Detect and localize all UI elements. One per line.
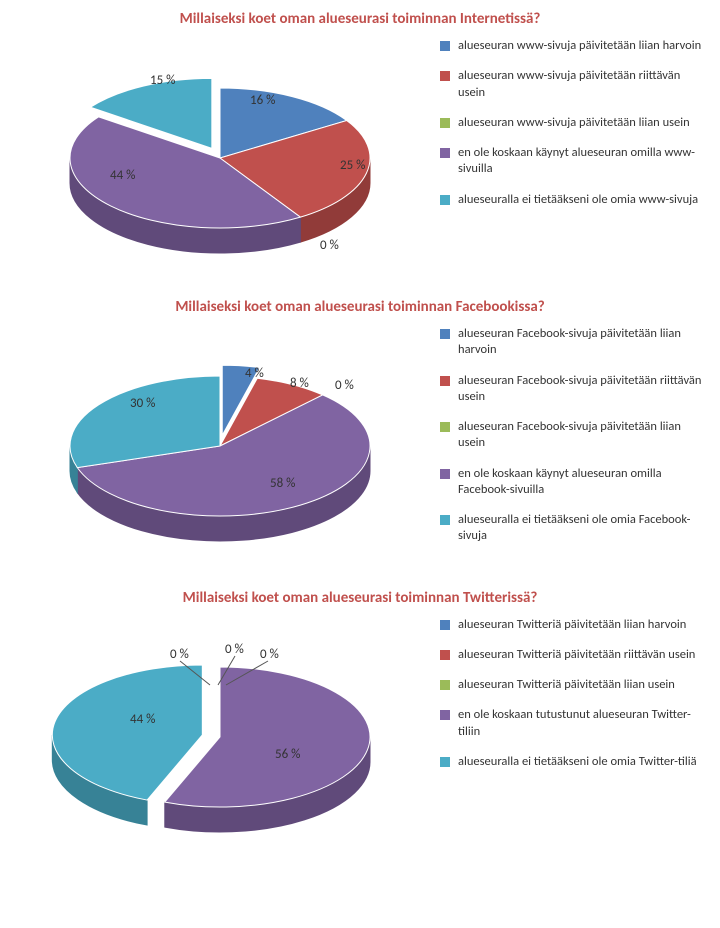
legend-text: alueseuran Twitteriä päivitetään liian h…: [458, 617, 686, 633]
pie-chart: 4 % 8 % 0 % 58 % 30 %: [10, 326, 430, 556]
slice-label: 0 %: [225, 642, 244, 657]
pie-chart: 0 % 0 % 0 % 56 % 44 %: [10, 617, 430, 847]
legend-swatch: [440, 376, 450, 386]
slice-label: 44 %: [130, 712, 155, 727]
legend-item: alueseuran Facebook-sivuja päivitetään r…: [440, 373, 710, 406]
legend-swatch: [440, 329, 450, 339]
legend-text: alueseuran www-sivuja päivitetään liian …: [458, 38, 701, 54]
legend-item: alueseuran Twitteriä päivitetään liian u…: [440, 677, 710, 693]
legend: alueseuran Twitteriä päivitetään liian h…: [430, 617, 710, 785]
slice-label: 58 %: [270, 476, 295, 491]
legend-swatch: [440, 757, 450, 767]
chart-title: Millaiseksi koet oman alueseurasi toimin…: [10, 298, 710, 316]
legend-swatch: [440, 71, 450, 81]
legend-text: en ole koskaan käynyt alueseuran omilla …: [458, 466, 710, 499]
legend-item: alueseuran www-sivuja päivitetään liian …: [440, 38, 710, 54]
legend-item: alueseuralla ei tietääkseni ole omia Twi…: [440, 754, 710, 770]
legend-text: alueseuran www-sivuja päivitetään riittä…: [458, 68, 710, 101]
chart-block: Millaiseksi koet oman alueseurasi toimin…: [10, 10, 710, 268]
legend-text: en ole koskaan käynyt alueseuran omilla …: [458, 145, 710, 178]
legend-item: alueseuralla ei tietääkseni ole omia Fac…: [440, 512, 710, 545]
slice-label: 15 %: [150, 73, 175, 88]
chart-block: Millaiseksi koet oman alueseurasi toimin…: [10, 589, 710, 847]
legend-text: alueseuralla ei tietääkseni ole omia www…: [458, 192, 698, 208]
legend: alueseuran Facebook-sivuja päivitetään l…: [430, 326, 710, 559]
legend-item: en ole koskaan tutustunut alueseuran Twi…: [440, 707, 710, 740]
slice-label: 8 %: [290, 376, 309, 391]
legend-swatch: [440, 710, 450, 720]
legend-swatch: [440, 620, 450, 630]
chart-title: Millaiseksi koet oman alueseurasi toimin…: [10, 589, 710, 607]
legend-text: alueseuralla ei tietääkseni ole omia Twi…: [458, 754, 697, 770]
chart-block: Millaiseksi koet oman alueseurasi toimin…: [10, 298, 710, 559]
slice-label: 0 %: [260, 647, 279, 662]
chart-body: 4 % 8 % 0 % 58 % 30 % alueseuran Facebook-siv…: [10, 326, 710, 559]
legend-swatch: [440, 469, 450, 479]
legend-swatch: [440, 41, 450, 51]
legend: alueseuran www-sivuja päivitetään liian …: [430, 38, 710, 222]
legend-text: alueseuran Facebook-sivuja päivitetään l…: [458, 419, 710, 452]
legend-text: alueseuralla ei tietääkseni ole omia Fac…: [458, 512, 710, 545]
legend-swatch: [440, 422, 450, 432]
pie-chart: 16 % 25 % 0 % 44 % 15 %: [10, 38, 430, 268]
chart-title: Millaiseksi koet oman alueseurasi toimin…: [10, 10, 710, 28]
legend-item: alueseuran Twitteriä päivitetään liian h…: [440, 617, 710, 633]
legend-swatch: [440, 195, 450, 205]
slice-label: 56 %: [275, 747, 300, 762]
slice-label: 0 %: [170, 647, 189, 662]
legend-text: alueseuran www-sivuja päivitetään liian …: [458, 115, 690, 131]
chart-body: 16 % 25 % 0 % 44 % 15 % alueseuran www-sivuja…: [10, 38, 710, 268]
slice-label: 44 %: [110, 168, 135, 183]
legend-swatch: [440, 650, 450, 660]
legend-item: alueseuran Facebook-sivuja päivitetään l…: [440, 419, 710, 452]
legend-text: alueseuran Twitteriä päivitetään riittäv…: [458, 647, 695, 663]
slice-label: 4 %: [245, 366, 264, 381]
legend-item: alueseuran Facebook-sivuja päivitetään l…: [440, 326, 710, 359]
chart-body: 0 % 0 % 0 % 56 % 44 % alueseuran Twitteriä pä…: [10, 617, 710, 847]
legend-text: alueseuran Facebook-sivuja päivitetään l…: [458, 326, 710, 359]
legend-item: alueseuran www-sivuja päivitetään liian …: [440, 115, 710, 131]
legend-swatch: [440, 680, 450, 690]
legend-item: alueseuran www-sivuja päivitetään riittä…: [440, 68, 710, 101]
legend-text: alueseuran Facebook-sivuja päivitetään r…: [458, 373, 710, 406]
legend-item: en ole koskaan käynyt alueseuran omilla …: [440, 466, 710, 499]
legend-swatch: [440, 515, 450, 525]
legend-item: en ole koskaan käynyt alueseuran omilla …: [440, 145, 710, 178]
slice-label: 0 %: [335, 378, 354, 393]
slice-label: 25 %: [340, 158, 365, 173]
slice-label: 0 %: [320, 238, 339, 253]
legend-text: alueseuran Twitteriä päivitetään liian u…: [458, 677, 675, 693]
legend-swatch: [440, 118, 450, 128]
slice-label: 30 %: [130, 396, 155, 411]
legend-swatch: [440, 148, 450, 158]
legend-item: alueseuralla ei tietääkseni ole omia www…: [440, 192, 710, 208]
legend-text: en ole koskaan tutustunut alueseuran Twi…: [458, 707, 710, 740]
slice-label: 16 %: [250, 93, 275, 108]
legend-item: alueseuran Twitteriä päivitetään riittäv…: [440, 647, 710, 663]
